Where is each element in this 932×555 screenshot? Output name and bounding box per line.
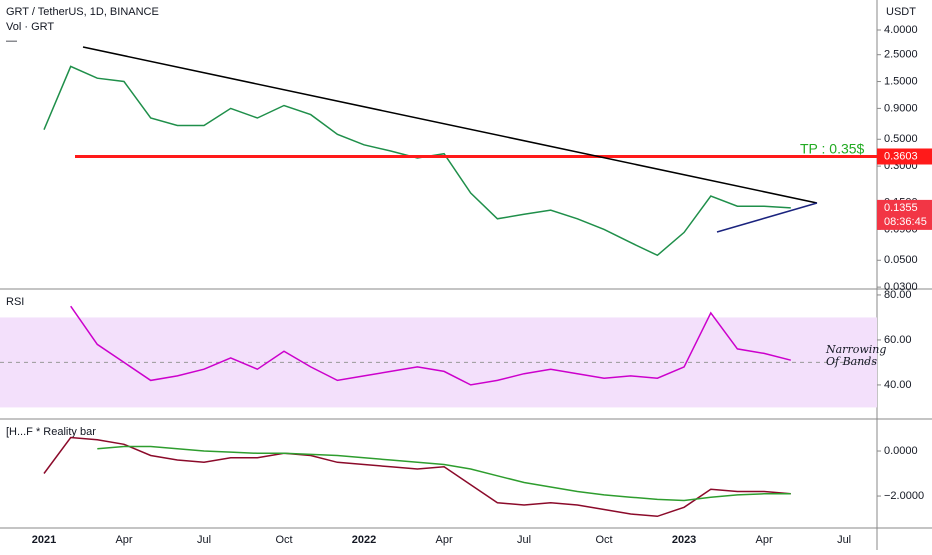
series-line: [70, 305, 791, 386]
x-tick-label: Apr: [756, 534, 773, 546]
series-line: [43, 436, 791, 518]
x-tick-label: 2022: [352, 534, 376, 546]
volume-label: Vol · GRT: [6, 21, 54, 33]
y-tick-label: 4.0000: [884, 24, 918, 36]
last-price-tag: [877, 199, 932, 230]
pane-title: RSI: [6, 296, 24, 308]
symbol: GRT / TetherUS, 1D, BINANCE: [6, 6, 159, 18]
x-tick-label: 2023: [672, 534, 696, 546]
series-line: [43, 65, 791, 257]
series-line: [97, 445, 791, 502]
pane-title: [H...F * Reality bar: [6, 426, 96, 438]
last-price-label: 0.1355: [884, 202, 918, 214]
y-tick-label: 80.00: [884, 289, 912, 301]
x-tick-label: Oct: [596, 534, 613, 546]
countdown-label: 08:36:45: [884, 216, 927, 228]
x-tick-label: Apr: [435, 534, 452, 546]
trend-line: [716, 202, 818, 233]
rsi-annotation: Of Bands: [826, 355, 877, 368]
y-tick-label: 1.5000: [884, 75, 918, 87]
y-tick-label: 0.9000: [884, 102, 918, 114]
y-tick-label: 0.5000: [884, 133, 918, 145]
y-tick-label: 40.00: [884, 379, 912, 391]
dash: —: [6, 35, 17, 47]
x-tick-label: Jul: [517, 534, 531, 546]
x-tick-label: Jul: [837, 534, 851, 546]
x-tick-label: Apr: [115, 534, 132, 546]
price-tag-label: 0.3603: [884, 150, 918, 162]
y-tick-label: −2.0000: [884, 490, 924, 502]
y-tick-label: 0.0500: [884, 254, 918, 266]
currency: USDT: [886, 6, 916, 18]
y-tick-label: 60.00: [884, 334, 912, 346]
price-tag: [877, 148, 932, 165]
y-tick-label: 0.0300: [884, 281, 918, 293]
y-tick-label: 0.0000: [884, 445, 918, 457]
x-tick-label: Jul: [197, 534, 211, 546]
x-tick-label: 2021: [32, 534, 56, 546]
trend-line: [82, 46, 818, 204]
rsi-annotation: Narrowing: [825, 343, 886, 356]
y-tick-label: 2.5000: [884, 49, 918, 61]
x-tick-label: Oct: [275, 534, 292, 546]
tp-annotation: TP : 0.35$: [800, 141, 865, 157]
